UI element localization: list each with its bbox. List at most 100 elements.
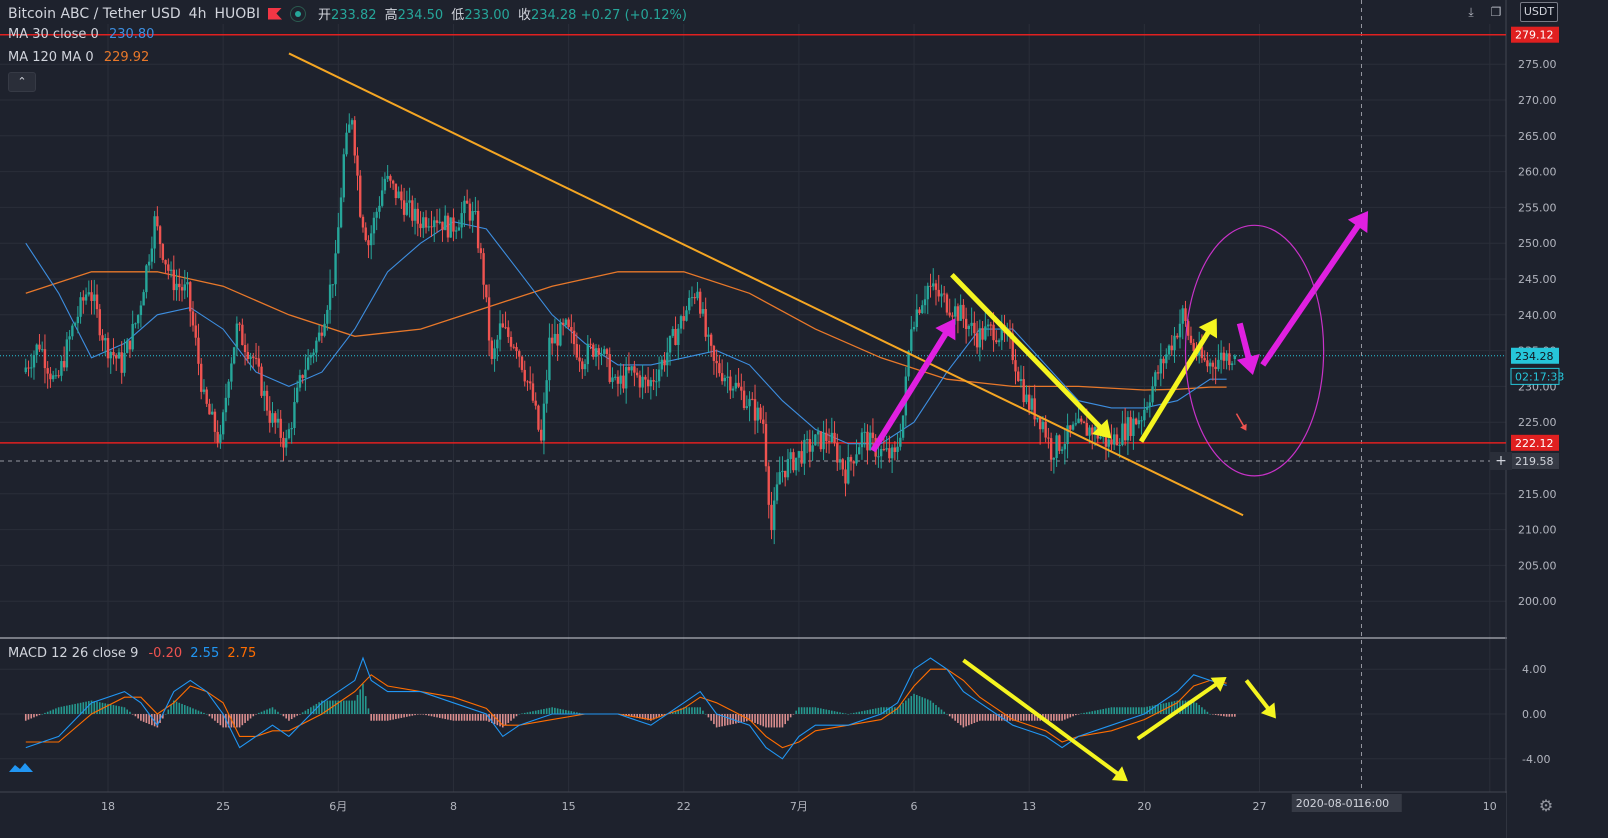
download-icon[interactable]: ⤓: [1468, 5, 1474, 19]
collapse-legend-button[interactable]: ⌃: [8, 72, 36, 92]
macd-histogram-bar: [348, 700, 351, 714]
macd-histogram-bar: [145, 714, 148, 723]
macd-histogram-bar: [981, 714, 984, 721]
macd-histogram-bar: [491, 714, 493, 723]
macd-histogram-bar: [1212, 714, 1214, 715]
macd-histogram-bar: [82, 702, 85, 714]
macd-histogram-bar: [724, 714, 726, 726]
macd-histogram-bar: [644, 714, 647, 720]
candle-body: [405, 202, 409, 215]
candle-body: [715, 360, 718, 364]
candle-body: [608, 354, 611, 382]
candle-body: [1074, 423, 1078, 425]
plus-icon[interactable]: +: [1490, 452, 1512, 470]
candle-body: [805, 439, 809, 441]
macd-histogram-bar: [833, 711, 836, 714]
macd-histogram-bar: [469, 714, 471, 721]
macd-histogram-bar: [1146, 706, 1148, 714]
candle-body: [849, 457, 853, 462]
macd-histogram-bar: [902, 702, 904, 714]
currency-badge[interactable]: USDT: [1520, 2, 1558, 22]
macd-histogram-bar: [658, 714, 660, 718]
ma120-legend[interactable]: MA 120 MA 0 229.92: [8, 50, 149, 65]
macd-legend[interactable]: MACD 12 26 close 9 -0.20 2.55 2.75: [8, 646, 256, 661]
macd-yellow-arrow-head: [1210, 677, 1227, 692]
candle-body: [1091, 427, 1094, 435]
macd-histogram-bar: [24, 714, 27, 721]
time-tick-label: 15: [562, 800, 576, 813]
macd-histogram-bar: [260, 711, 263, 714]
candle-body: [1028, 394, 1031, 410]
ma120-name: MA 120 MA 0: [8, 50, 94, 65]
macd-histogram-bar: [137, 714, 139, 719]
candle-body: [169, 269, 173, 271]
candle-body: [1184, 308, 1187, 322]
candle-body: [742, 390, 746, 408]
candle-body: [781, 470, 784, 473]
candle-body: [476, 210, 480, 249]
candle-body: [888, 448, 891, 459]
candle-body: [945, 294, 949, 313]
candle-body: [1022, 379, 1025, 403]
candle-body: [298, 375, 302, 388]
macd-histogram-bar: [943, 711, 946, 714]
window-icon[interactable]: ❐: [1490, 5, 1502, 19]
settings-gear-icon[interactable]: ⚙: [1538, 796, 1554, 815]
highlight-ellipse: [1184, 224, 1325, 477]
macd-histogram-bar: [35, 714, 38, 717]
candle-body: [550, 337, 554, 344]
macd-histogram-bar: [296, 714, 298, 716]
candle-body: [611, 377, 614, 382]
candle-body: [326, 309, 329, 324]
price-tick-label: 225.00: [1518, 416, 1557, 429]
macd-histogram-bar: [312, 705, 315, 714]
candle-body: [1214, 366, 1217, 370]
macd-histogram-bar: [356, 694, 359, 714]
flag-icon[interactable]: [267, 7, 282, 20]
candle-body: [295, 387, 299, 403]
candle-body: [635, 372, 639, 376]
ma120-line: [25, 271, 1227, 391]
low-value: 233.00: [464, 8, 510, 23]
candle-body: [833, 432, 836, 443]
time-tick-label: 25: [216, 800, 230, 813]
candle-body: [1047, 437, 1050, 439]
candle-body: [890, 447, 894, 459]
symbol-name[interactable]: Bitcoin ABC / Tether USD: [8, 5, 181, 22]
candle-body: [940, 293, 943, 297]
candle-body: [1143, 409, 1146, 421]
macd-histogram-bar: [74, 703, 76, 714]
candle-body: [943, 293, 946, 295]
ma30-legend[interactable]: MA 30 close 0 230.80: [8, 27, 154, 42]
candle-body: [814, 434, 817, 446]
macd-histogram-bar: [1025, 714, 1028, 721]
price-tick-label: 250.00: [1518, 237, 1557, 250]
interval-label[interactable]: 4h: [188, 5, 207, 22]
tradingview-logo-icon[interactable]: [8, 760, 34, 776]
price-label-box: [1511, 347, 1559, 364]
close-value: 234.28: [530, 8, 577, 23]
candle-body: [210, 411, 214, 415]
candle-body: [1203, 358, 1206, 361]
macd-histogram-bar: [96, 701, 98, 714]
candle-body: [737, 382, 740, 387]
candle-body: [402, 200, 406, 215]
candle-body: [614, 376, 617, 378]
price-label-box: [1510, 367, 1560, 385]
macd-histogram-bar: [685, 707, 688, 714]
candle-body: [1167, 345, 1171, 355]
candle-body: [1112, 434, 1116, 445]
candle-body: [1085, 422, 1088, 436]
macd-histogram-bar: [957, 714, 959, 723]
macd-histogram-bar: [743, 714, 745, 722]
candle-body: [707, 334, 710, 337]
macd-tick-label: 0.00: [1522, 708, 1547, 721]
magenta-arrow: [1260, 223, 1361, 367]
macd-histogram-bar: [142, 714, 145, 722]
candle-body: [128, 340, 132, 350]
macd-histogram-bar: [913, 693, 915, 714]
candle-body: [142, 292, 145, 306]
macd-histogram-bar: [1069, 714, 1072, 718]
